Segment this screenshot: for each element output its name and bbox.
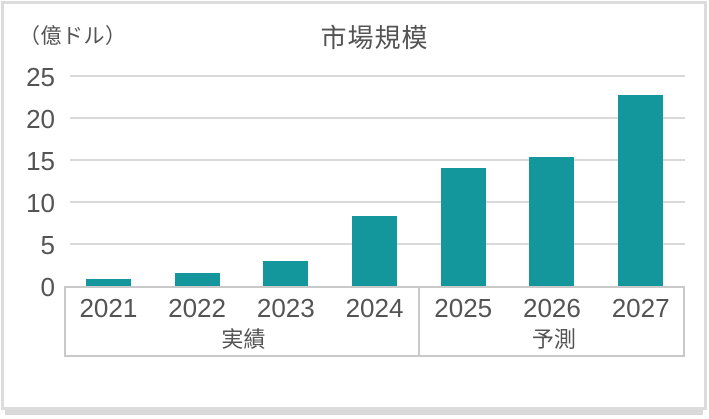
x-tick-label-2024: 2024 — [345, 293, 404, 323]
y-tick-label-20: 20 — [26, 104, 55, 134]
group-label-2: 予測 — [531, 327, 576, 352]
y-tick-label-0: 0 — [40, 272, 55, 302]
gridline-y-10 — [70, 201, 685, 203]
x-tick-label-2026: 2026 — [523, 293, 581, 323]
x-tick-label-2027: 2027 — [611, 293, 670, 323]
group-divider — [417, 288, 420, 355]
y-tick-label-10: 10 — [26, 188, 55, 218]
x-tick-label-2025: 2025 — [434, 293, 493, 323]
y-tick-label-5: 5 — [40, 230, 55, 260]
bar-2024 — [352, 216, 397, 286]
bar-2026 — [529, 157, 575, 286]
bar-2023 — [263, 260, 309, 286]
bar-2025 — [440, 168, 486, 286]
x-axis-box: 2021 2022 2023 2024 2025 2026 2027 実績 予測 — [64, 286, 685, 357]
gridline-y-15 — [70, 159, 685, 161]
bar-2021 — [85, 279, 131, 286]
x-tick-label-2023: 2023 — [256, 293, 315, 323]
y-tick-label-15: 15 — [26, 146, 55, 176]
chart-title: 市場規模 — [320, 23, 429, 53]
x-tick-label-2021: 2021 — [79, 293, 138, 323]
chart-card: （億ドル） 市場規模 0 5 10 15 20 25 2021 2022 2023 2024 20… — [1, 1, 707, 410]
plot-area — [64, 75, 685, 286]
gridline-y-20 — [70, 117, 685, 119]
group-label-1: 実績 — [221, 327, 266, 352]
x-tick-label-2022: 2022 — [168, 293, 226, 323]
bar-2022 — [174, 273, 220, 286]
bar-2027 — [618, 95, 664, 286]
y-axis-unit-label: （億ドル） — [19, 25, 127, 48]
y-tick-label-25: 25 — [26, 62, 55, 92]
gridline-y-25 — [70, 75, 685, 77]
